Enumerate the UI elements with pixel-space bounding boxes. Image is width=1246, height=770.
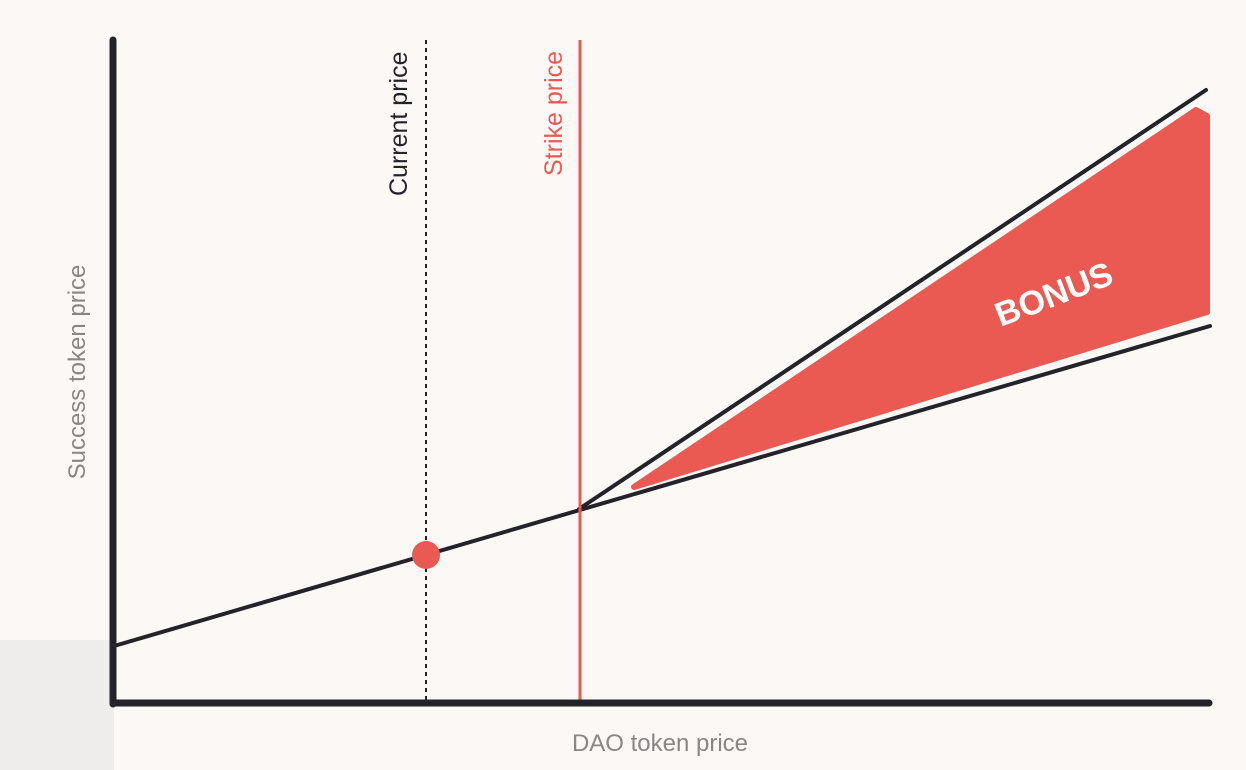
current-price-point bbox=[412, 541, 440, 569]
current-price-label: Current price bbox=[385, 52, 413, 197]
base-payoff-line bbox=[112, 324, 1212, 648]
y-axis-label: Success token price bbox=[64, 265, 91, 480]
strike-price-label: Strike price bbox=[540, 51, 568, 176]
corner-panel bbox=[0, 640, 114, 770]
bonus-region bbox=[631, 107, 1210, 490]
bonus-payoff-line bbox=[577, 88, 1208, 511]
x-axis-label: DAO token price bbox=[572, 730, 748, 757]
